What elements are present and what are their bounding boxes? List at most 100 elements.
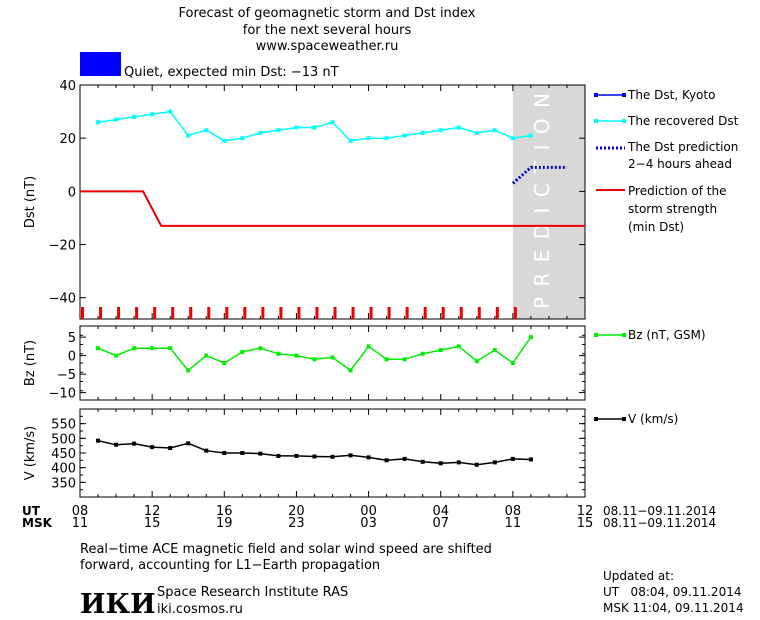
bz-series-0-point xyxy=(402,357,407,362)
status-color-box xyxy=(80,52,121,76)
legend-dst-prediction-label-2: 2−4 hours ahead xyxy=(628,157,732,171)
dst-series-0-point xyxy=(240,136,245,141)
v-series-0-point xyxy=(114,442,119,447)
dst-series-0-point xyxy=(438,128,443,133)
footer-note-2: forward, accounting for L1−Earth propaga… xyxy=(80,558,380,573)
dst-series-0-point xyxy=(294,125,299,130)
v-ytick-label: 450 xyxy=(51,447,76,462)
legend-dst-kyoto-label: The Dst, Kyoto xyxy=(627,88,715,102)
institute-url[interactable]: iki.cosmos.ru xyxy=(157,602,243,617)
storm-marker xyxy=(459,307,463,319)
dst-series-0-point xyxy=(222,138,227,143)
v-ytick-label: 350 xyxy=(51,476,76,491)
bz-series-0-point xyxy=(420,351,425,356)
v-series-0-point xyxy=(366,455,371,460)
dst-series-0-point xyxy=(456,125,461,130)
v-series-0-point xyxy=(276,453,281,458)
dst-series-0-point xyxy=(150,112,155,117)
storm-marker xyxy=(99,307,103,319)
bz-series-0-point xyxy=(96,346,101,351)
legend-bz-label: Bz (nT, GSM) xyxy=(628,328,706,342)
v-series-0-point xyxy=(132,441,137,446)
bz-ytick-label: −10 xyxy=(49,387,76,402)
legend-dst-prediction-label-1: The Dst prediction xyxy=(627,140,738,154)
v-ylabel: V (km/s) xyxy=(23,426,38,481)
storm-marker xyxy=(333,307,337,319)
bz-ytick-label: 5 xyxy=(68,331,76,346)
ut-tick-label: 08 xyxy=(505,504,522,519)
storm-marker xyxy=(225,307,229,319)
msk-tick-label: 11 xyxy=(505,516,522,531)
storm-marker xyxy=(441,307,445,319)
dst-ytick-label: 0 xyxy=(68,185,76,200)
storm-marker xyxy=(369,307,373,319)
bz-ytick-label: 0 xyxy=(68,350,76,365)
v-series-0-point xyxy=(204,448,209,453)
storm-marker xyxy=(153,307,157,319)
legend-storm-strength: Prediction of the storm strength (min Ds… xyxy=(596,184,727,234)
dst-series-0-point xyxy=(384,136,389,141)
chart-title: Forecast of geomagnetic storm and Dst in… xyxy=(178,6,475,21)
bz-series-0-point xyxy=(294,353,299,358)
dst-series-0-point xyxy=(474,130,479,135)
ut-date-range: 08.11−09.11.2014 xyxy=(603,504,716,518)
ut-tick-label: 04 xyxy=(432,504,449,519)
dst-series-0-point xyxy=(348,138,353,143)
institute-name: Space Research Institute RAS xyxy=(157,585,348,600)
bz-series-0-point xyxy=(222,361,227,365)
ut-axis-label: UT xyxy=(22,504,41,518)
storm-marker xyxy=(261,307,265,319)
storm-marker xyxy=(513,307,517,319)
storm-marker xyxy=(81,307,84,319)
v-series-0-point xyxy=(402,456,407,461)
v-series-0-point xyxy=(492,460,497,465)
dst-series-0-point xyxy=(366,136,371,141)
dst-panel: 40 20 0 −20 −40 Dst (nT) xyxy=(23,79,586,320)
bz-series-0-point xyxy=(528,335,533,340)
bz-panel: 5 0 −5 −10 Bz (nT) xyxy=(23,325,586,402)
iki-logo: ИКИ xyxy=(80,589,156,620)
bz-series-0-point xyxy=(168,346,173,351)
ut-tick-label: 08 xyxy=(72,504,89,519)
ut-tick-label: 00 xyxy=(360,504,377,519)
legend-v-label: V (km/s) xyxy=(628,412,678,426)
msk-axis-label: MSK xyxy=(22,516,53,530)
storm-marker xyxy=(171,307,175,319)
time-axis: UT MSK 08.11−09.11.2014 08.11−09.11.2014… xyxy=(22,504,716,531)
bz-series-0-point xyxy=(474,359,479,364)
dst-series-0-point xyxy=(186,133,191,138)
storm-marker xyxy=(477,307,481,319)
dst-series-0-point xyxy=(510,136,515,141)
storm-marker xyxy=(135,307,139,319)
bz-ytick-label: −5 xyxy=(57,368,76,383)
dst-series-0-point xyxy=(168,109,173,114)
dst-ytick-label: 40 xyxy=(59,79,76,94)
bz-series-0-point xyxy=(114,353,119,358)
msk-tick-label: 19 xyxy=(216,516,233,531)
v-series-0-point xyxy=(420,459,425,464)
v-series-0-point xyxy=(528,457,533,462)
legend-storm-label-3: (min Dst) xyxy=(628,220,684,234)
bz-series-0-point xyxy=(240,349,245,354)
chart-url: www.spaceweather.ru xyxy=(256,39,399,54)
dst-ylabel: Dst (nT) xyxy=(23,176,38,228)
storm-marker xyxy=(189,307,193,319)
bz-series-0-point xyxy=(258,346,263,351)
chart-subtitle: for the next several hours xyxy=(243,23,412,38)
v-ytick-label: 500 xyxy=(51,432,76,447)
ut-tick-label: 12 xyxy=(577,504,594,519)
v-series-0-point xyxy=(312,454,317,459)
dst-series-0-point xyxy=(258,130,263,135)
bz-series-0-line xyxy=(97,336,532,372)
dst-series-0-point xyxy=(492,128,497,133)
legend-v: V (km/s) xyxy=(594,412,678,426)
v-series-0-point xyxy=(240,451,245,455)
v-series-0-point xyxy=(474,462,479,467)
ut-tick-label: 16 xyxy=(216,504,233,519)
v-ytick-label: 550 xyxy=(51,418,76,433)
v-series-0-point xyxy=(384,458,389,463)
legend-recovered-dst: The recovered Dst xyxy=(594,114,739,128)
storm-marker xyxy=(495,307,499,319)
msk-tick-label: 11 xyxy=(72,516,89,531)
